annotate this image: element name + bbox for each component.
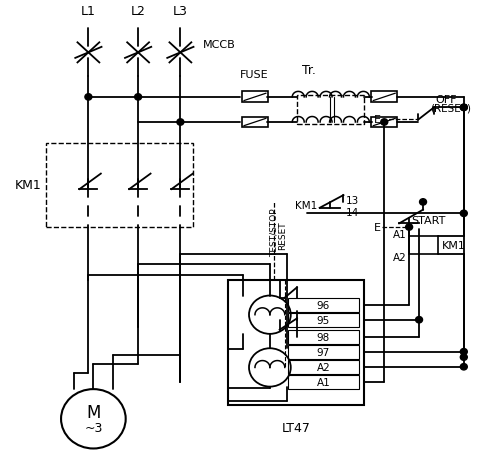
Bar xyxy=(288,345,359,359)
Text: L1: L1 xyxy=(81,5,96,18)
Circle shape xyxy=(406,224,412,231)
Circle shape xyxy=(460,354,468,361)
Bar xyxy=(288,360,359,374)
Circle shape xyxy=(460,349,468,355)
Bar xyxy=(372,92,397,103)
Text: A1: A1 xyxy=(316,377,330,387)
Bar xyxy=(242,92,268,103)
Text: L3: L3 xyxy=(173,5,188,18)
Circle shape xyxy=(416,317,422,323)
Text: RESET: RESET xyxy=(278,221,287,250)
Text: 97: 97 xyxy=(316,347,330,357)
Circle shape xyxy=(460,364,468,370)
Text: TEST/STOP: TEST/STOP xyxy=(270,208,278,256)
Bar xyxy=(372,117,397,128)
Text: OFF: OFF xyxy=(436,95,457,105)
Bar xyxy=(228,280,364,405)
Text: 98: 98 xyxy=(316,332,330,342)
Bar xyxy=(288,313,359,327)
Bar xyxy=(288,375,359,389)
Circle shape xyxy=(381,119,388,126)
Circle shape xyxy=(85,95,92,101)
Text: Tr.: Tr. xyxy=(302,64,316,77)
Bar xyxy=(297,95,364,125)
Circle shape xyxy=(420,199,426,206)
Text: A2: A2 xyxy=(393,252,406,262)
Text: 14: 14 xyxy=(346,207,358,218)
Text: KM1: KM1 xyxy=(14,179,41,192)
Text: 96: 96 xyxy=(316,300,330,310)
Bar xyxy=(242,117,268,128)
Circle shape xyxy=(460,105,468,112)
Text: MCCB: MCCB xyxy=(203,40,235,50)
Bar xyxy=(288,330,359,344)
Circle shape xyxy=(460,105,468,112)
Text: FUSE: FUSE xyxy=(240,69,268,79)
Text: L2: L2 xyxy=(130,5,146,18)
Bar xyxy=(409,237,438,255)
Bar xyxy=(288,298,359,312)
Circle shape xyxy=(460,211,468,217)
Text: E: E xyxy=(374,223,381,233)
Text: LT47: LT47 xyxy=(282,421,310,434)
Text: E: E xyxy=(374,115,381,125)
Circle shape xyxy=(177,119,184,126)
Bar xyxy=(46,143,193,228)
Text: START: START xyxy=(412,216,446,226)
Text: ~3: ~3 xyxy=(84,421,102,435)
Text: (RESET): (RESET) xyxy=(430,103,472,113)
Text: A1: A1 xyxy=(393,230,406,239)
Text: KM1: KM1 xyxy=(295,201,317,211)
Text: KM1: KM1 xyxy=(442,241,466,251)
Text: M: M xyxy=(86,403,101,421)
Text: 13: 13 xyxy=(346,195,358,205)
Text: 95: 95 xyxy=(316,315,330,325)
Text: A2: A2 xyxy=(316,362,330,372)
Circle shape xyxy=(134,95,141,101)
